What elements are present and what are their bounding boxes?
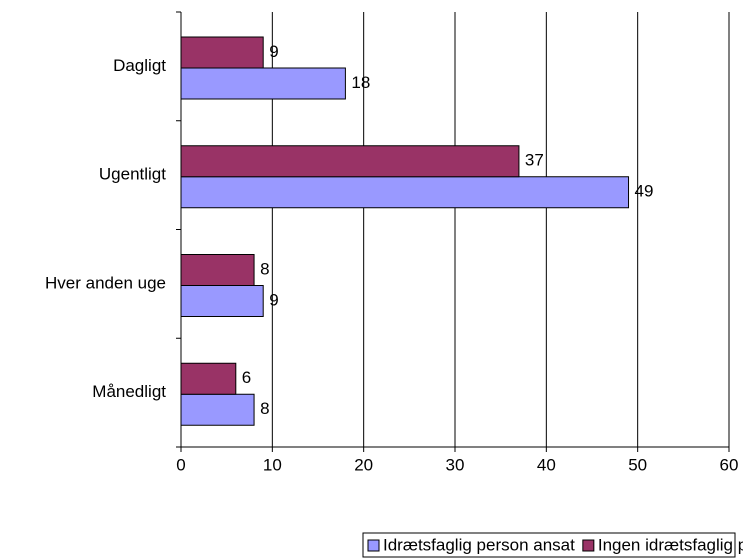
bar: [180, 145, 520, 178]
data-label: 49: [635, 182, 654, 201]
bar: [180, 362, 237, 395]
x-tick-label: 50: [628, 455, 647, 474]
bar: [180, 176, 630, 209]
bar: [180, 36, 264, 69]
legend-label: Ingen idrætsfaglig person ansat: [598, 535, 743, 554]
data-label: 9: [269, 42, 278, 61]
legend-label: Idrætsfaglig person ansat: [383, 535, 575, 554]
x-tick-label: 40: [537, 455, 556, 474]
data-label: 8: [260, 399, 269, 418]
bar: [180, 285, 264, 317]
x-tick-label: 60: [720, 455, 739, 474]
legend-box: [362, 532, 736, 558]
y-tick-label: Hver anden uge: [45, 273, 166, 292]
x-tick-label: 30: [446, 455, 465, 474]
x-tick-label: 0: [176, 455, 185, 474]
bar: [180, 393, 255, 426]
bar: [180, 254, 255, 286]
data-label: 9: [269, 290, 278, 309]
y-tick-label: Månedligt: [92, 382, 166, 401]
legend-swatch: [367, 539, 380, 552]
data-label: 6: [242, 368, 251, 387]
bar: [180, 67, 346, 100]
y-tick-label: Dagligt: [113, 56, 166, 75]
y-tick-label: Ugentligt: [99, 165, 166, 184]
x-tick-label: 20: [354, 455, 373, 474]
data-label: 37: [525, 151, 544, 170]
x-tick-label: 10: [263, 455, 282, 474]
data-label: 8: [260, 259, 269, 278]
data-label: 18: [351, 73, 370, 92]
legend-swatch: [582, 539, 595, 552]
